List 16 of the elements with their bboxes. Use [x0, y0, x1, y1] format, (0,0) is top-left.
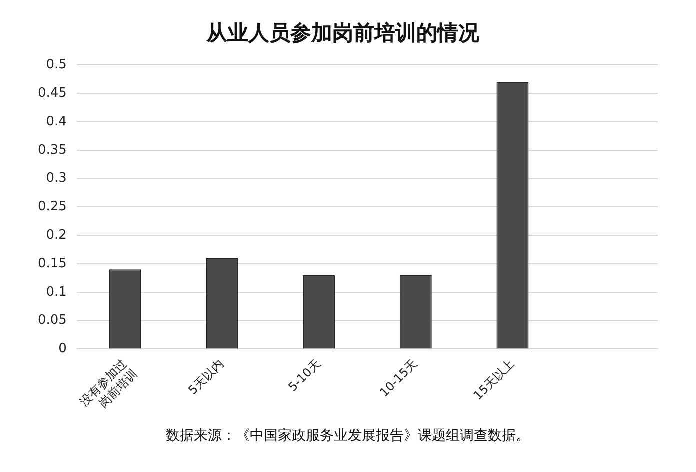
x-tick-label: 5天以内: [186, 356, 227, 398]
source-note: 数据来源：《中国家政服务业发展报告》课题组调查数据。: [165, 427, 531, 445]
y-tick-label: 0.3: [46, 171, 67, 186]
y-tick-label: 0: [58, 342, 67, 357]
y-tick-label: 0.45: [38, 86, 67, 101]
y-tick-label: 0.1: [46, 284, 67, 300]
y-tick-label: 0.2: [46, 228, 67, 243]
chart-title: 从业人员参加岗前培训的情况: [206, 21, 480, 46]
x-tick-label: 15天以上: [470, 356, 518, 403]
y-tick-label: 0.5: [46, 58, 67, 73]
y-tick-label: 0.35: [38, 142, 67, 158]
y-tick-label: 0.15: [38, 256, 67, 272]
x-tick-label: 没有参加过 岗前培训: [77, 356, 140, 411]
y-tick-label: 0.05: [38, 313, 67, 328]
y-tick-label: 0.25: [38, 200, 67, 215]
y-tick-label: 0.4: [46, 114, 67, 130]
